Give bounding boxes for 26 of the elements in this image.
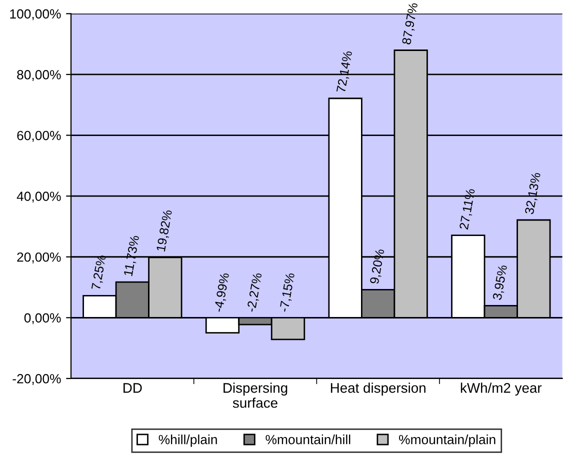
data-label: -2,27%	[246, 272, 264, 312]
data-label: -7,15%	[279, 272, 296, 312]
data-label: 11,73%	[124, 235, 141, 276]
data-label: 19,82%	[156, 210, 174, 252]
x-tick-label: kWh/m2 year	[460, 382, 542, 396]
legend-label: %mountain/hill	[266, 434, 350, 444]
x-tick-label: Dispersing surface	[224, 382, 288, 408]
legend-label: %mountain/plain	[399, 434, 496, 447]
x-tick-label: DD	[124, 383, 142, 393]
data-label: 32,13%	[524, 172, 542, 215]
y-tick-label: -20,00%	[12, 374, 61, 385]
y-tick-label: 0,00%	[24, 313, 61, 324]
data-label: -4,99%	[214, 272, 231, 312]
x-tick-label: Heat dispersion	[330, 382, 426, 396]
data-label: 72,14%	[336, 50, 354, 94]
data-label: 3,95%	[492, 264, 509, 300]
y-tick-label: 60,00%	[17, 130, 61, 142]
y-tick-label: 40,00%	[16, 192, 61, 203]
data-label: 87,97%	[402, 2, 420, 45]
data-label: 9,20%	[370, 248, 386, 284]
y-tick-label: 100,00%	[10, 9, 61, 20]
y-tick-label: 20,00%	[17, 252, 61, 264]
legend-label: %hill/plain	[158, 434, 217, 447]
y-tick-label: 80,00%	[17, 70, 61, 81]
data-label: 7,25%	[91, 254, 108, 290]
data-label: 27,11%	[459, 188, 476, 230]
